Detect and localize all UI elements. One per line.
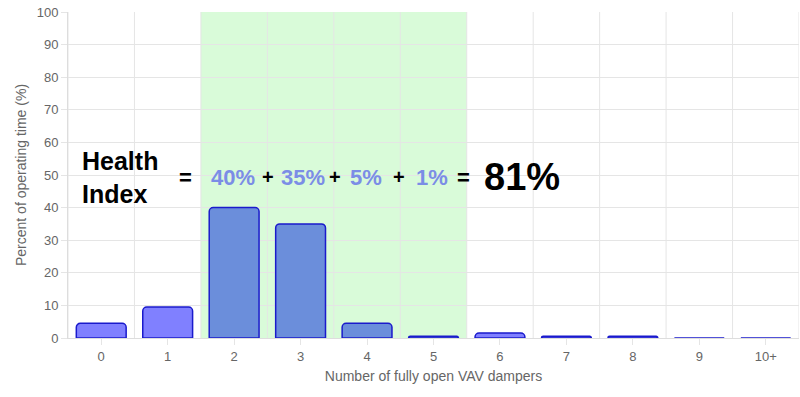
- svg-text:Percent of operating time (%): Percent of operating time (%): [13, 84, 29, 266]
- svg-text:Number of fully open VAV dampe: Number of fully open VAV dampers: [325, 368, 542, 384]
- svg-text:+: +: [329, 166, 341, 188]
- svg-text:8: 8: [629, 349, 636, 364]
- svg-text:HealthIndex: HealthIndex: [82, 147, 158, 208]
- svg-text:7: 7: [563, 349, 570, 364]
- svg-text:1: 1: [164, 349, 171, 364]
- svg-text:6: 6: [496, 349, 503, 364]
- svg-text:=: =: [457, 165, 470, 190]
- svg-text:10+: 10+: [755, 349, 777, 364]
- svg-text:90: 90: [44, 37, 58, 52]
- svg-text:2: 2: [231, 349, 238, 364]
- svg-text:5: 5: [430, 349, 437, 364]
- svg-text:20: 20: [44, 265, 58, 280]
- svg-text:9: 9: [696, 349, 703, 364]
- svg-text:+: +: [262, 166, 274, 188]
- svg-text:5%: 5%: [350, 165, 382, 190]
- svg-text:80: 80: [44, 70, 58, 85]
- svg-text:0: 0: [98, 349, 105, 364]
- svg-text:40: 40: [44, 200, 58, 215]
- svg-text:10: 10: [44, 298, 58, 313]
- svg-text:1%: 1%: [416, 165, 448, 190]
- svg-text:100: 100: [37, 5, 59, 20]
- svg-text:0: 0: [51, 331, 58, 346]
- svg-text:60: 60: [44, 135, 58, 150]
- svg-text:=: =: [179, 165, 192, 190]
- svg-text:40%: 40%: [211, 165, 255, 190]
- svg-text:4: 4: [363, 349, 370, 364]
- svg-text:35%: 35%: [281, 165, 325, 190]
- svg-text:81%: 81%: [484, 156, 560, 198]
- svg-text:50: 50: [44, 168, 58, 183]
- svg-text:70: 70: [44, 102, 58, 117]
- svg-text:+: +: [393, 166, 405, 188]
- svg-text:30: 30: [44, 233, 58, 248]
- svg-text:3: 3: [297, 349, 304, 364]
